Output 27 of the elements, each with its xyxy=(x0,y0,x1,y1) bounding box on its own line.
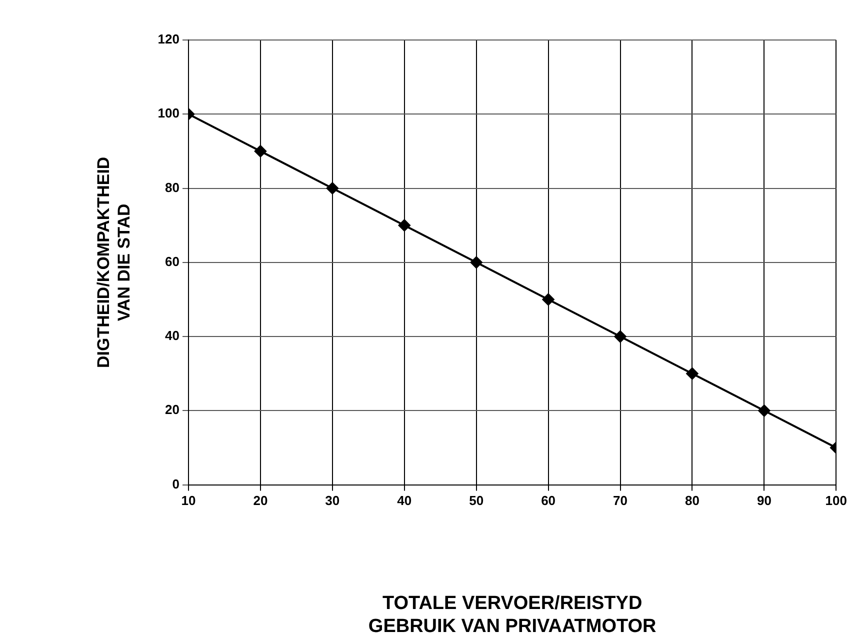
x-tick-label: 40 xyxy=(397,493,412,508)
x-tick-label: 70 xyxy=(613,493,628,508)
x-tick-label: 60 xyxy=(541,493,556,508)
point xyxy=(398,219,410,232)
y-tick-label: 40 xyxy=(165,328,180,344)
x-tick-label: 30 xyxy=(325,493,340,508)
point xyxy=(614,330,626,343)
x-tick-label: 10 xyxy=(181,493,196,508)
y-tick-label: 60 xyxy=(165,254,180,269)
y-tick-label: 20 xyxy=(165,402,180,418)
x-tick-label: 100 xyxy=(825,493,848,508)
point xyxy=(470,256,482,268)
y-tick-label: 80 xyxy=(165,180,180,195)
y-tick-label: 100 xyxy=(158,106,180,121)
x-axis-title: TOTALE VERVOER/REISTYD GEBRUIK VAN PRIVAATMOTOR xyxy=(368,593,657,637)
point xyxy=(686,368,698,380)
y-tick-label: 120 xyxy=(158,32,180,47)
point xyxy=(542,293,554,306)
x-tick-label: 20 xyxy=(253,493,268,508)
y-tick-label: 0 xyxy=(172,476,180,492)
point xyxy=(326,182,338,194)
point xyxy=(758,404,770,417)
x-tick-label: 80 xyxy=(684,493,700,508)
y-axis-title: DIGTHEID/KOMPAKTHEID VAN DIE STAD xyxy=(94,156,134,368)
x-tick-label: 90 xyxy=(756,493,772,508)
x-tick-label: 50 xyxy=(469,493,484,508)
point xyxy=(254,145,266,158)
